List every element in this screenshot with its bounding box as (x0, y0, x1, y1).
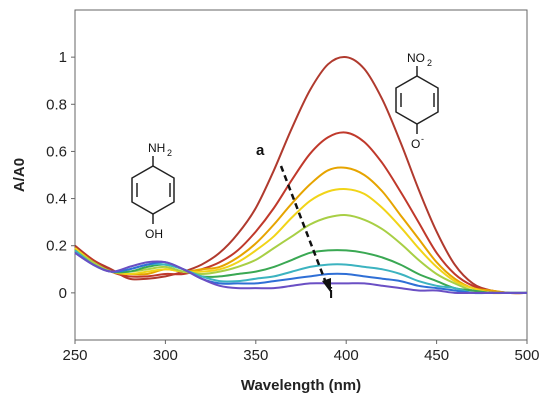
trend-arrow (279, 165, 328, 284)
series-line-4 (74, 188, 527, 295)
series-line-2 (74, 131, 528, 295)
series-line-5 (74, 214, 527, 295)
trend-arrowhead (322, 278, 331, 293)
x-tick-label: 300 (153, 347, 178, 364)
phenolate-charge: - (421, 134, 424, 144)
nitrophenolate-structure: NO 2 O - (395, 51, 439, 151)
series-line-1 (74, 55, 528, 295)
x-tick-label: 250 (62, 347, 87, 364)
y-tick-label: 1 (59, 49, 67, 66)
y-tick-label: 0.8 (46, 96, 67, 113)
aminophenol-structure: NH 2 OH (131, 141, 175, 241)
phenolate-oxygen-label: O (411, 137, 420, 151)
nitro-group-label: NO (407, 51, 425, 65)
series-line-8 (74, 251, 527, 295)
y-tick-label: 0.6 (46, 143, 67, 160)
y-tick-label: 0.2 (46, 238, 67, 255)
label-i: i (329, 285, 333, 302)
y-tick-label: 0.4 (46, 191, 67, 208)
label-a: a (256, 142, 265, 159)
nitro-group-subscript: 2 (427, 58, 432, 68)
benzene-ring-left (131, 165, 175, 215)
hydroxyl-group-label: OH (145, 227, 163, 241)
x-axis-title: Wavelength (nm) (241, 377, 361, 394)
y-axis-title: A/A0 (11, 158, 28, 192)
x-tick-label: 350 (243, 347, 268, 364)
amino-group-subscript: 2 (167, 148, 172, 158)
x-tick-label: 400 (334, 347, 359, 364)
benzene-ring-right (395, 75, 439, 125)
series-line-3 (74, 166, 528, 295)
x-tick-label: 500 (514, 347, 539, 364)
plot-frame (74, 9, 528, 341)
x-tick-label: 450 (424, 347, 449, 364)
amino-group-label: NH (148, 141, 165, 155)
series-line-9 (74, 251, 527, 295)
y-tick-label: 0 (59, 285, 67, 302)
